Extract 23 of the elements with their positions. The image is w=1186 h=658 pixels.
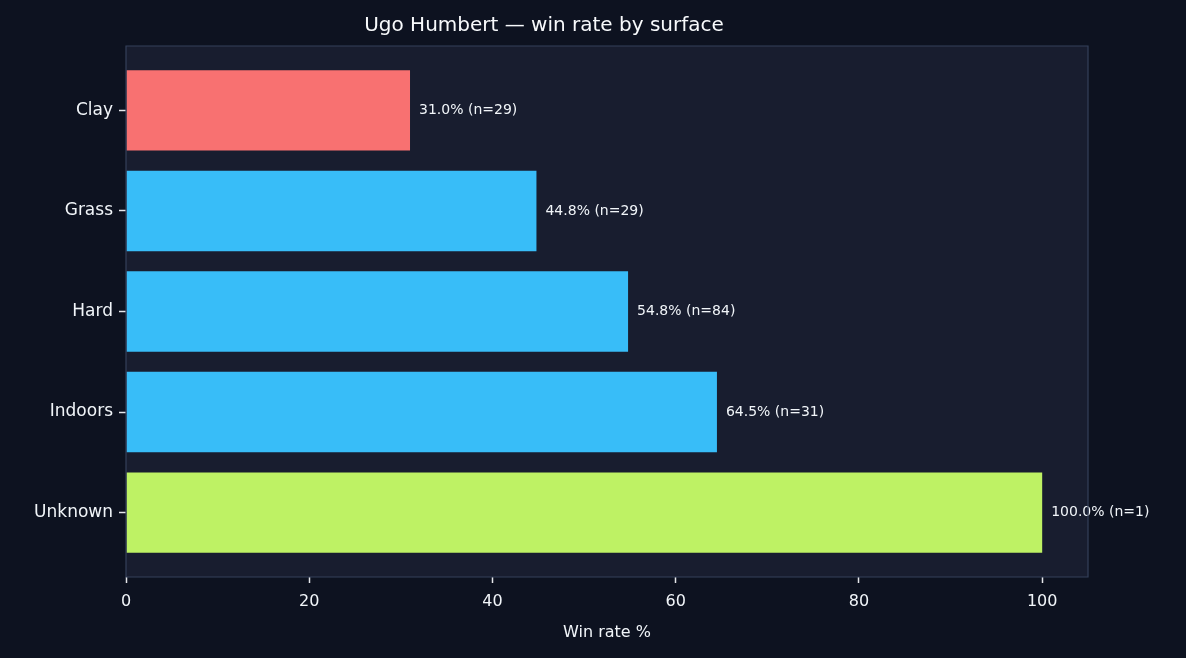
x-tick-label: 60: [665, 590, 686, 610]
data-label: 44.8% (n=29): [545, 201, 644, 218]
x-tick-label: 20: [299, 590, 320, 610]
bar: [126, 70, 411, 151]
y-tick-label: Indoors: [49, 400, 114, 421]
bar: [126, 271, 629, 352]
data-label: 100.0% (n=1): [1051, 503, 1150, 520]
y-tick-label: Hard: [72, 299, 113, 320]
chart-title: Ugo Humbert — win rate by surface: [364, 12, 724, 37]
bar: [126, 371, 717, 453]
bar: [126, 170, 537, 252]
x-axis-title: Win rate %: [563, 621, 651, 641]
y-tick-label: Grass: [64, 199, 114, 220]
y-tick-label: Unknown: [34, 501, 113, 522]
data-label: 31.0% (n=29): [419, 101, 518, 117]
data-label: 54.8% (n=84): [637, 302, 736, 319]
y-tick-label: Clay: [75, 98, 113, 119]
x-tick-label: 40: [482, 590, 503, 610]
x-tick-label: 100: [1026, 590, 1058, 610]
x-tick-label: 80: [848, 590, 870, 610]
x-tick-label: 0: [120, 590, 132, 610]
bar: [126, 472, 1043, 553]
data-label: 64.5% (n=31): [725, 402, 825, 419]
